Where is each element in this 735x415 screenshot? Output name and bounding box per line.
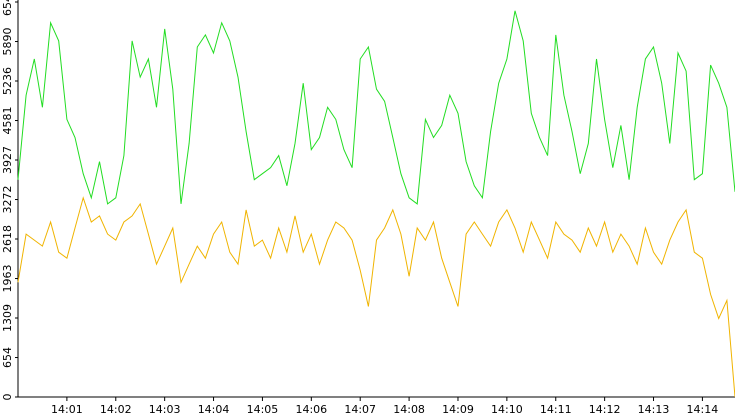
y-tick-label: 1309: [1, 304, 14, 332]
y-tick-label: 2618: [1, 225, 14, 253]
x-tick-label: 14:13: [638, 403, 670, 415]
x-tick-label: 14:08: [393, 403, 425, 415]
x-tick-label: 14:01: [51, 403, 83, 415]
y-tick-label: 5890: [1, 28, 14, 56]
y-tick-label: 0: [1, 394, 14, 401]
y-tick-label: 6545: [1, 0, 14, 16]
y-tick-label: 654: [1, 347, 14, 368]
x-tick-label: 14:10: [491, 403, 523, 415]
series-line: [17, 10, 735, 205]
x-tick-label: 14:06: [295, 403, 327, 415]
x-tick-label: 14:02: [100, 403, 132, 415]
series-line: [17, 196, 735, 398]
x-tick-label: 14:11: [540, 403, 572, 415]
x-tick-label: 14:04: [198, 403, 230, 415]
y-tick-label: 3272: [1, 186, 14, 214]
x-tick-label: 14:14: [687, 403, 719, 415]
x-tick-label: 14:12: [589, 403, 621, 415]
x-tick-label: 14:09: [442, 403, 474, 415]
y-tick-label: 1963: [1, 265, 14, 293]
y-tick-label: 5236: [1, 67, 14, 95]
x-tick-label: 14:05: [247, 403, 279, 415]
x-tick-label: 14:07: [344, 403, 376, 415]
y-tick-label: 4581: [1, 107, 14, 135]
y-tick-label: 3927: [1, 146, 14, 174]
x-tick-label: 14:03: [149, 403, 181, 415]
